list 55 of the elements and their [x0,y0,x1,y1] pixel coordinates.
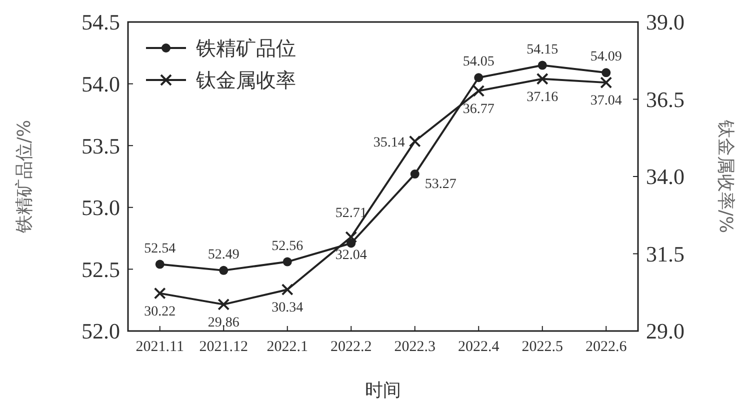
point [281,284,294,296]
y-tick-label: 53.0 [82,195,120,220]
data-label: 37.16 [526,90,558,105]
y2-axis-title: 钛金属收率/% [715,118,736,234]
x-tick-label: 2022.5 [522,339,563,355]
x-axis-title: 时间 [365,380,401,400]
y2-tick-label: 36.5 [646,86,684,112]
data-label: 54.15 [526,42,558,58]
y-tick-label: 54.5 [82,10,120,35]
data-label: 30.34 [272,300,304,316]
data-label: 29.86 [208,315,240,330]
x-tick-label: 2022.3 [394,339,436,355]
data-label: 52.56 [272,238,304,254]
x-tick-label: 2022.4 [458,339,500,355]
y-axis-title: 铁精矿品位/% [14,120,35,234]
legend-label: 钛金属收率 [195,68,296,92]
point [218,298,230,310]
y2-tick-label: 39.0 [646,10,684,35]
point [602,68,611,78]
y-tick-label: 52.0 [82,318,120,344]
point [282,257,292,266]
y2-tick-label: 31.5 [646,241,684,266]
point [345,231,358,244]
legend-label: 铁精矿品位 [195,36,296,60]
data-label: 35.14 [373,135,405,150]
point [472,84,485,97]
point [155,260,164,269]
data-label: 37.04 [590,94,622,109]
data-label: 52.71 [335,206,367,222]
data-label: 53.27 [424,177,456,192]
point [538,60,547,70]
x-tick-label: 2021.12 [199,339,248,355]
x-tick-label: 2022.2 [330,339,372,355]
point [600,76,612,89]
data-label: 54.09 [590,50,622,65]
point [408,135,421,148]
x-tick-label: 2022.1 [266,339,308,355]
data-label: 52.49 [208,247,240,262]
data-label: 30.22 [144,304,176,320]
x-tick-label: 2022.6 [586,339,628,355]
y-tick-label: 52.5 [82,256,120,282]
x-tick-label: 2021.11 [136,339,184,355]
point [410,170,420,179]
data-label: 36.77 [462,102,494,117]
point [474,73,484,82]
data-label: 52.54 [144,241,176,256]
data-label: 32.04 [335,248,367,264]
point [536,72,548,85]
data-label: 54.05 [462,54,494,70]
y-tick-label: 53.5 [82,133,120,158]
point [154,287,166,300]
y2-tick-label: 34.0 [646,164,684,190]
point [219,266,228,275]
y-tick-label: 54.0 [82,72,120,96]
y2-tick-label: 29.0 [646,318,684,344]
